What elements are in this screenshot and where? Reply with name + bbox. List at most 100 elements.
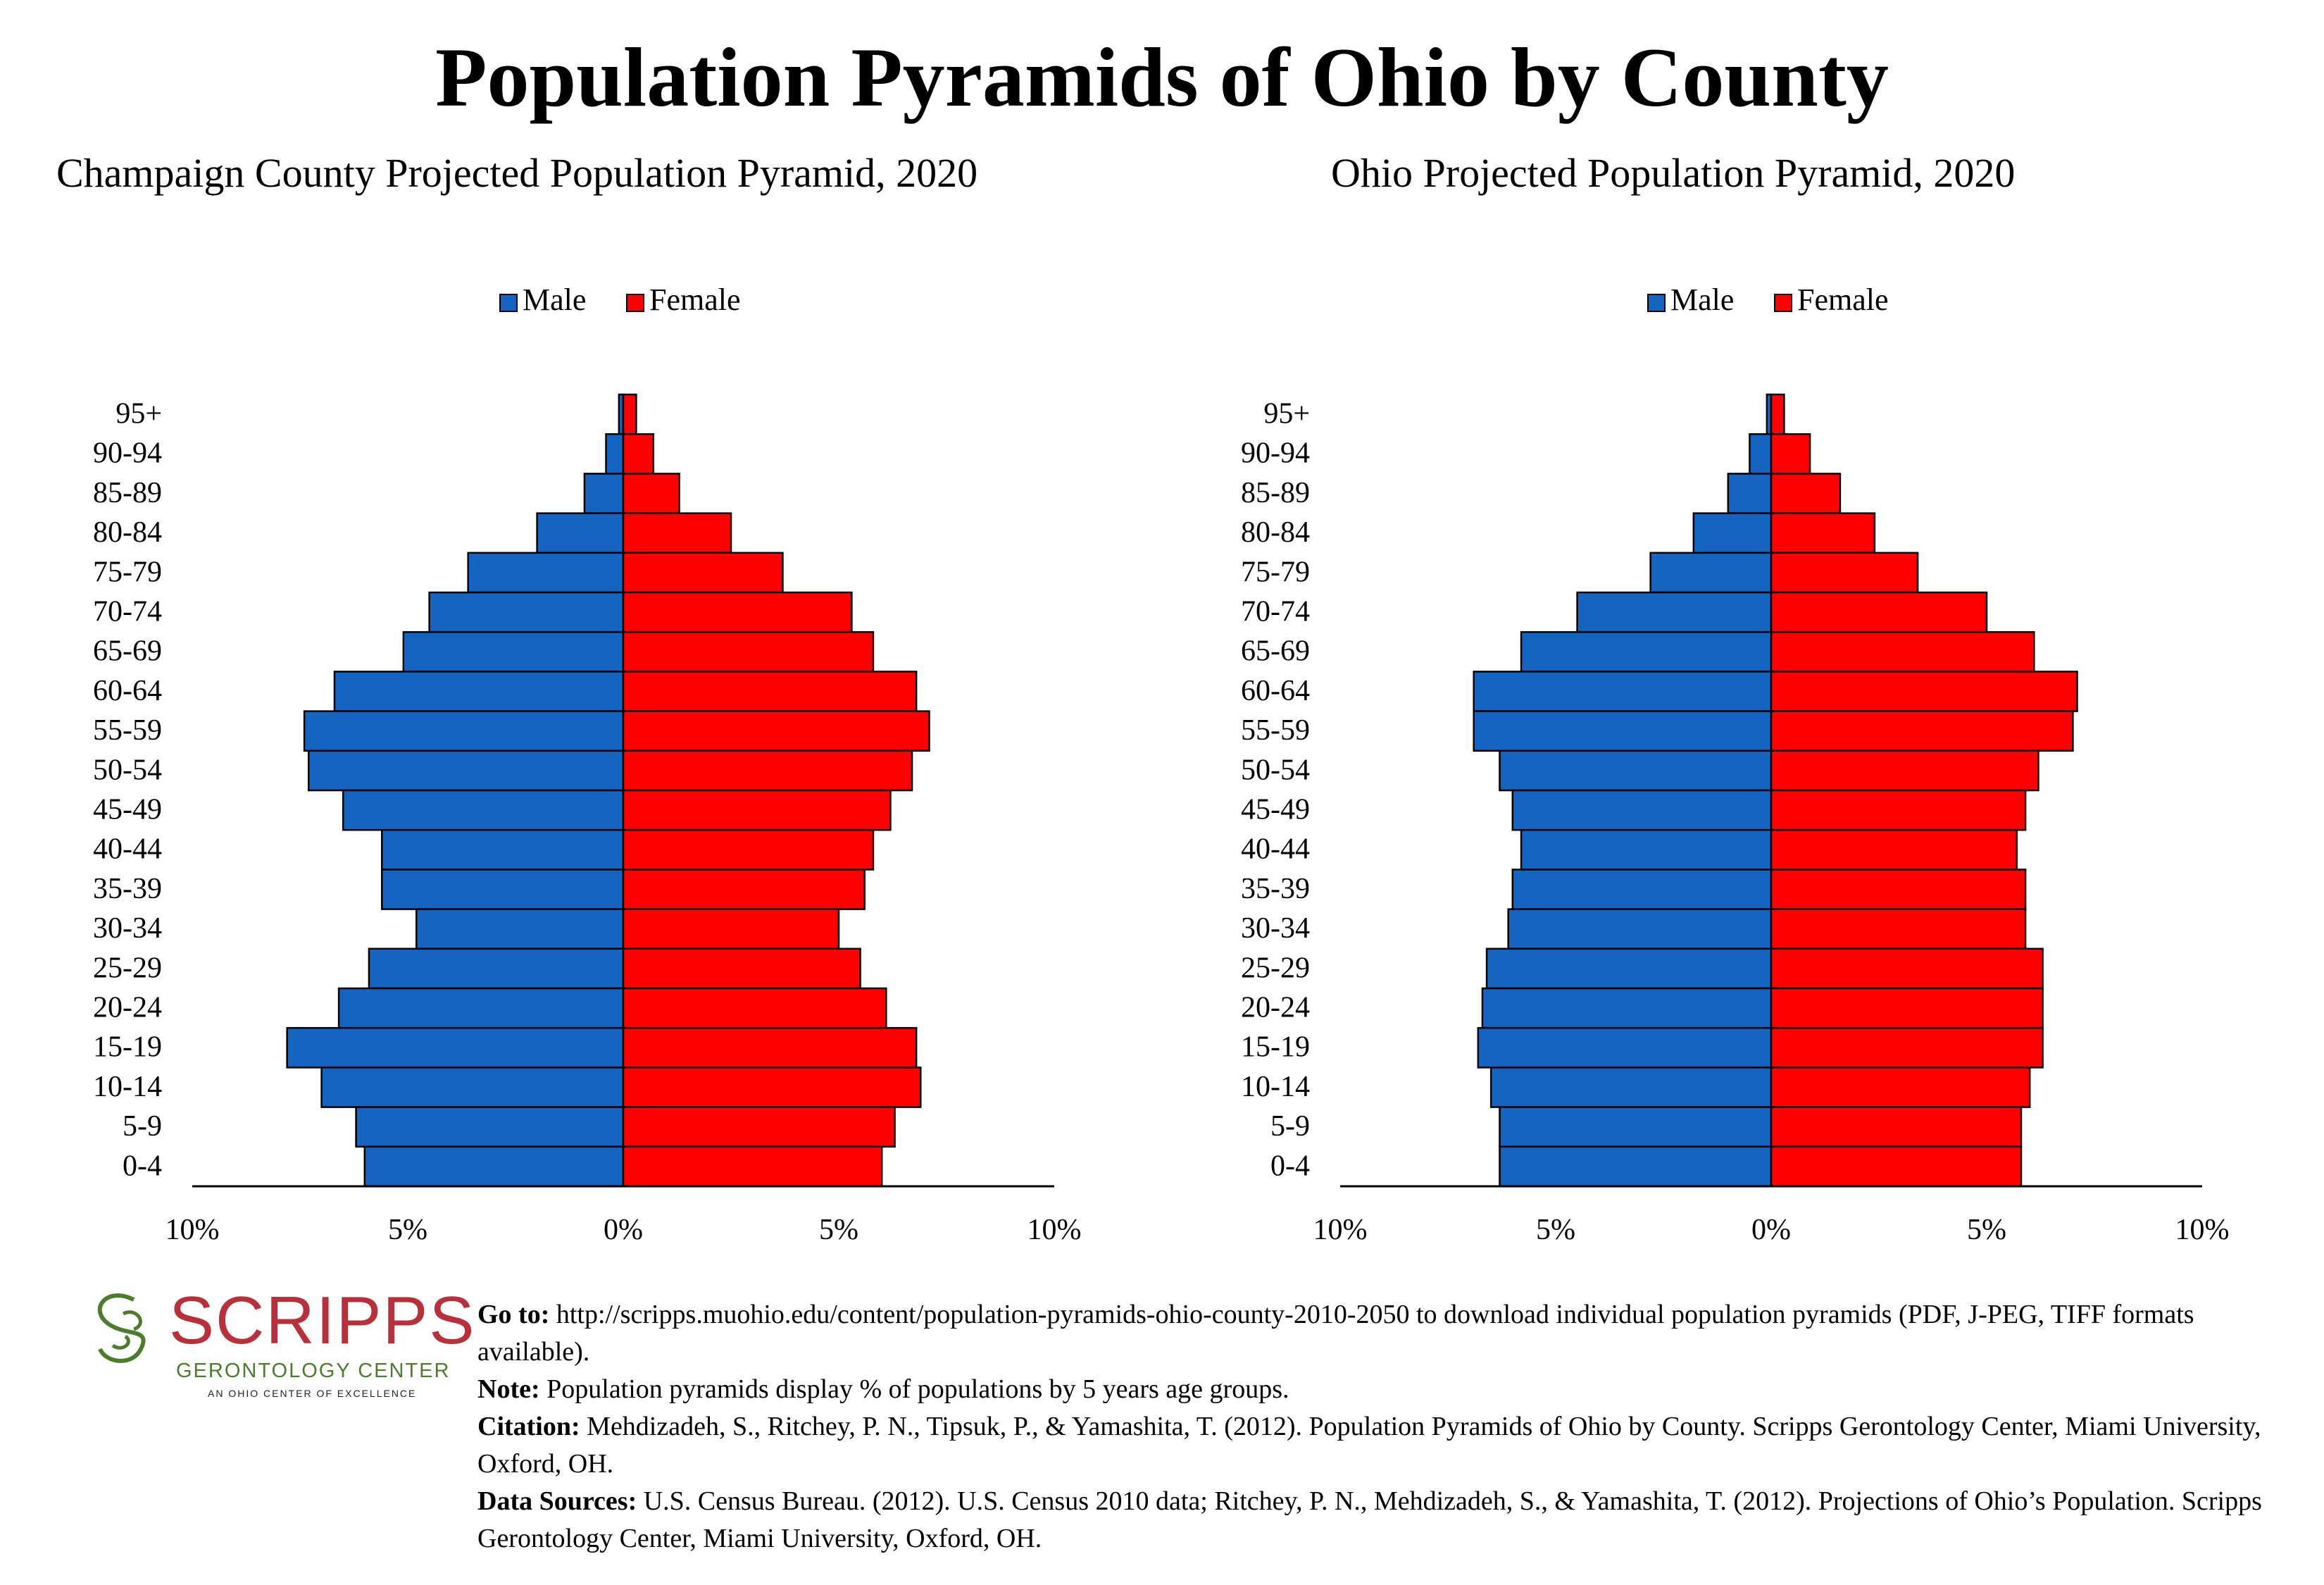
bar-male-55-59 bbox=[1473, 710, 1773, 752]
bar-female-75-79 bbox=[622, 552, 784, 594]
goto-text: http://scripps.muohio.edu/content/popula… bbox=[477, 1300, 2194, 1367]
bar-female-50-54 bbox=[622, 750, 913, 792]
bar-male-40-44 bbox=[381, 828, 625, 871]
citation-line: Citation: Mehdizadeh, S., Ritchey, P. N.… bbox=[477, 1408, 2309, 1483]
bar-male-65-69 bbox=[402, 630, 625, 673]
sources-text: U.S. Census Bureau. (2012). U.S. Census … bbox=[477, 1486, 2262, 1553]
bar-female-25-29 bbox=[622, 947, 861, 990]
x-tick-label: 5% bbox=[388, 1214, 427, 1246]
age-group-label: 65-69 bbox=[1241, 635, 1310, 668]
legend-male-label: Male bbox=[523, 282, 586, 317]
age-group-label: 90-94 bbox=[93, 437, 162, 470]
bar-female-0-4 bbox=[622, 1145, 883, 1188]
bar-female-5-9 bbox=[1770, 1106, 2023, 1148]
bar-male-90-94 bbox=[1749, 433, 1773, 475]
bar-female-60-64 bbox=[1770, 671, 2078, 712]
x-tick-label: 0% bbox=[1751, 1214, 1791, 1246]
x-tick-label: 5% bbox=[819, 1214, 858, 1246]
age-group-label: 5-9 bbox=[123, 1110, 162, 1143]
bar-female-50-54 bbox=[1770, 750, 2039, 792]
bar-female-35-39 bbox=[622, 869, 866, 910]
county-pyramid-chart: Champaign County Projected Population Py… bbox=[42, 141, 1183, 1261]
bar-female-55-59 bbox=[1770, 710, 2074, 752]
bar-female-40-44 bbox=[1770, 828, 2018, 871]
bar-male-10-14 bbox=[320, 1067, 625, 1108]
bar-male-80-84 bbox=[1692, 512, 1773, 554]
pyramid-svg: Ohio Projected Population Pyramid, 2020 M… bbox=[1241, 150, 2230, 1246]
age-group-label: 85-89 bbox=[93, 477, 162, 509]
bar-female-15-19 bbox=[622, 1026, 918, 1069]
bar-male-5-9 bbox=[355, 1106, 625, 1148]
bar-male-30-34 bbox=[1507, 908, 1773, 950]
bar-male-0-4 bbox=[1499, 1145, 1773, 1188]
bar-male-45-49 bbox=[342, 789, 625, 831]
bar-female-5-9 bbox=[622, 1106, 896, 1148]
bar-female-70-74 bbox=[622, 591, 853, 633]
bar-male-80-84 bbox=[536, 512, 625, 554]
age-group-label: 60-64 bbox=[1241, 675, 1310, 707]
ohio-pyramid-chart: Ohio Projected Population Pyramid, 2020 M… bbox=[1190, 141, 2324, 1261]
age-group-label: 40-44 bbox=[93, 833, 162, 866]
sources-label: Data Sources: bbox=[477, 1486, 637, 1516]
bar-female-10-14 bbox=[622, 1067, 922, 1108]
bar-female-75-79 bbox=[1770, 552, 1919, 594]
age-group-label: 60-64 bbox=[93, 675, 162, 707]
bar-female-15-19 bbox=[1770, 1026, 2044, 1069]
age-group-label: 10-14 bbox=[1241, 1071, 1310, 1103]
age-group-label: 95+ bbox=[1263, 397, 1310, 430]
legend-male-swatch bbox=[499, 294, 518, 312]
x-tick-label: 5% bbox=[1967, 1214, 2006, 1246]
bar-female-45-49 bbox=[1770, 789, 2027, 831]
bar-female-55-59 bbox=[622, 710, 930, 752]
bar-female-20-24 bbox=[1770, 987, 2044, 1029]
age-group-label: 45-49 bbox=[1241, 793, 1310, 826]
bar-male-25-29 bbox=[368, 947, 625, 990]
bar-male-45-49 bbox=[1511, 789, 1773, 831]
bar-male-85-89 bbox=[1727, 473, 1773, 514]
bar-female-70-74 bbox=[1770, 591, 1988, 633]
bar-female-80-84 bbox=[1770, 512, 1876, 554]
bar-male-0-4 bbox=[363, 1145, 625, 1188]
footer-notes: Go to: http://scripps.muohio.edu/content… bbox=[477, 1296, 2309, 1558]
note-line: Note: Population pyramids display % of p… bbox=[477, 1371, 2309, 1408]
age-group-label: 20-24 bbox=[1241, 991, 1310, 1024]
bar-female-40-44 bbox=[622, 828, 875, 871]
bar-male-65-69 bbox=[1520, 630, 1773, 673]
bar-male-50-54 bbox=[307, 750, 625, 792]
age-group-label: 0-4 bbox=[123, 1150, 162, 1182]
age-group-label: 25-29 bbox=[93, 952, 162, 984]
bar-male-60-64 bbox=[333, 671, 625, 712]
bar-female-85-89 bbox=[622, 473, 680, 514]
legend-female-swatch bbox=[1774, 294, 1792, 312]
bar-male-15-19 bbox=[286, 1026, 625, 1069]
age-group-label: 0-4 bbox=[1270, 1150, 1310, 1182]
bar-female-35-39 bbox=[1770, 869, 2027, 910]
age-group-label: 10-14 bbox=[93, 1071, 162, 1103]
bar-male-10-14 bbox=[1489, 1067, 1773, 1108]
sources-line: Data Sources: U.S. Census Bureau. (2012)… bbox=[477, 1483, 2309, 1558]
bar-male-60-64 bbox=[1473, 671, 1773, 712]
goto-line: Go to: http://scripps.muohio.edu/content… bbox=[477, 1296, 2309, 1371]
bar-male-5-9 bbox=[1499, 1106, 1773, 1148]
bar-male-25-29 bbox=[1485, 947, 1773, 990]
age-group-label: 5-9 bbox=[1270, 1110, 1310, 1143]
bar-male-85-89 bbox=[583, 473, 625, 514]
age-group-label: 25-29 bbox=[1241, 952, 1310, 984]
bar-female-30-34 bbox=[622, 908, 840, 950]
citation-label: Citation: bbox=[477, 1412, 580, 1441]
logo-tagline: AN OHIO CENTER OF EXCELLENCE bbox=[208, 1388, 417, 1399]
bar-female-30-34 bbox=[1770, 908, 2027, 950]
bar-male-70-74 bbox=[1576, 591, 1773, 633]
legend-male-label: Male bbox=[1670, 282, 1734, 317]
bar-male-55-59 bbox=[303, 710, 625, 752]
bar-male-90-94 bbox=[605, 433, 625, 475]
bar-female-0-4 bbox=[1770, 1145, 2023, 1188]
age-group-label: 70-74 bbox=[93, 595, 162, 628]
logo-subtitle: GERONTOLOGY CENTER bbox=[176, 1360, 451, 1382]
scripps-swirl-icon bbox=[97, 1293, 146, 1363]
bar-male-30-34 bbox=[415, 908, 625, 950]
x-tick-label: 10% bbox=[165, 1214, 220, 1246]
bar-female-65-69 bbox=[1770, 630, 2035, 673]
bar-female-20-24 bbox=[622, 987, 887, 1029]
bar-female-95+ bbox=[1770, 393, 1785, 435]
